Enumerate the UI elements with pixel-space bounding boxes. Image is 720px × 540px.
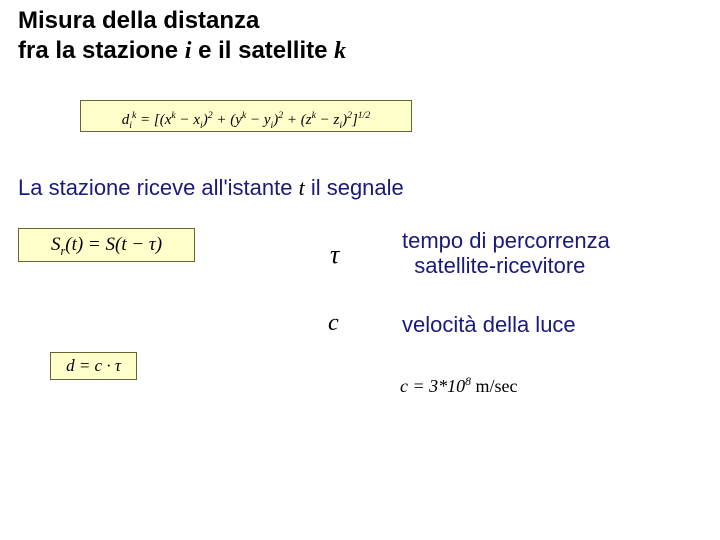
tau-definition: tempo di percorrenza satellite-ricevitor…: [402, 228, 610, 279]
signal-formula: Sr(t) = S(t − τ): [51, 234, 162, 255]
tau-symbol: τ: [330, 240, 339, 270]
c-lhs: c = 3*10: [400, 376, 465, 396]
c-definition: velocità della luce: [402, 312, 576, 338]
title-line1: Misura della distanza: [18, 7, 259, 34]
var-t: t: [299, 175, 305, 200]
title-line2-mid: e il satellite: [198, 37, 334, 64]
slide-title: Misura della distanza fra la stazione i …: [18, 6, 346, 66]
c-unit: m/sec: [471, 376, 518, 396]
tau-def-line2: satellite-ricevitore: [414, 253, 585, 278]
signal-formula-box: Sr(t) = S(t − τ): [18, 228, 195, 262]
c-value: c = 3*108 m/sec: [400, 375, 517, 397]
reception-post: il segnale: [311, 175, 404, 200]
reception-pre: La stazione riceve all'istante: [18, 175, 299, 200]
c-symbol: c: [328, 310, 339, 337]
d-formula-box: d = c · τ: [50, 352, 137, 380]
tau-def-line1: tempo di percorrenza: [402, 228, 610, 253]
distance-formula: dik = [(xk − xi)2 + (yk − yi)2 + (zk − z…: [122, 112, 371, 128]
distance-formula-box: dik = [(xk − xi)2 + (yk − yi)2 + (zk − z…: [80, 100, 412, 132]
reception-text: La stazione riceve all'istante t il segn…: [18, 175, 404, 201]
d-formula: d = c · τ: [66, 356, 121, 375]
var-k: k: [334, 38, 346, 64]
title-line2-pre: fra la stazione: [18, 37, 185, 64]
var-i: i: [185, 38, 192, 64]
